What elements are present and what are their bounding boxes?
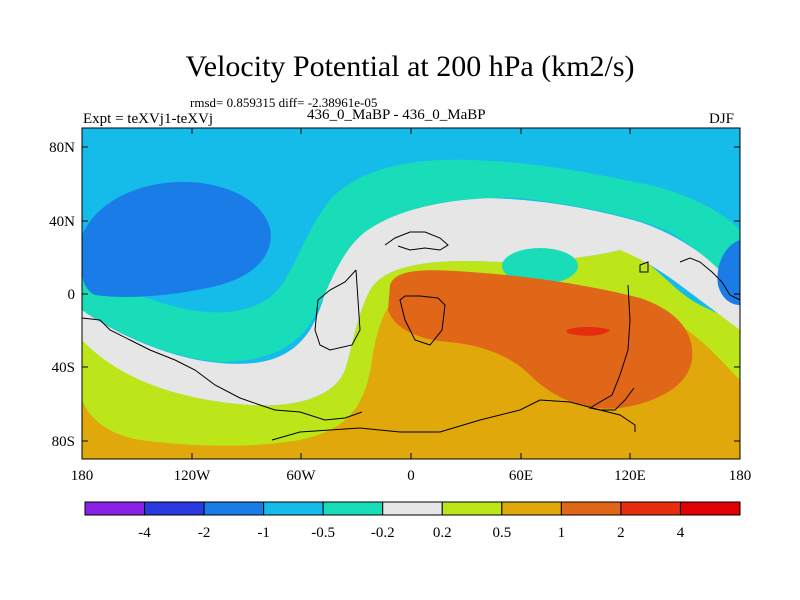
stats-line: rmsd= 0.859315 diff= -2.38961e-05 [190, 95, 378, 110]
lon-ticks [81, 128, 741, 459]
colorbar-swatch [620, 501, 681, 516]
colorbar-label: -1 [257, 525, 270, 541]
colorbar-label: 2 [617, 525, 625, 541]
colorbar-label: -0.5 [311, 525, 335, 541]
lat-label-0: 0 [68, 287, 76, 303]
colorbar-label: -2 [198, 525, 211, 541]
colorbar-swatch [382, 501, 443, 516]
comparison-label: 436_0_MaBP - 436_0_MaBP [307, 107, 486, 123]
contour-fills [82, 128, 740, 459]
fill-level-blue-east-edge [717, 240, 740, 305]
lat-label-40N: 40N [49, 214, 75, 230]
coastline-indonesia [588, 284, 635, 411]
colorbar-label: 4 [677, 525, 685, 541]
colorbar-label: -4 [138, 525, 151, 541]
plot-title: Velocity Potential at 200 hPa (km2/s) [185, 50, 635, 83]
lat-label-80S: 80S [52, 434, 75, 450]
coastline-africa-europe [314, 269, 361, 351]
colorbar-label: 1 [558, 525, 566, 541]
fill-level-white [82, 197, 740, 406]
season-label: DJF [709, 111, 735, 127]
colorbar-swatch [441, 501, 503, 516]
colorbar-swatch [560, 501, 622, 516]
colorbar-swatch [501, 501, 562, 516]
fill-level-red [567, 327, 610, 336]
colorbar-swatch [144, 501, 205, 516]
coastlines [81, 231, 741, 441]
coastline-southern-africa [399, 295, 446, 346]
coastline-east-asia [679, 257, 741, 301]
fill-level-blue-north-pacific [82, 181, 271, 297]
lon-label-120E: 120E [614, 468, 646, 484]
coastline-south-america [81, 317, 363, 421]
colorbar-label: 0.5 [492, 525, 511, 541]
colorbar-swatch [203, 501, 265, 516]
colorbar-swatch [263, 501, 324, 516]
coastline-antarctica [271, 399, 636, 441]
fill-level-orange [388, 270, 693, 409]
fill-level-teal-oval [502, 248, 578, 284]
lat-labels: 80N 40N 0 40S 80S [49, 140, 75, 450]
coastline-mediterranean [384, 231, 449, 251]
lon-label-120W: 120W [174, 468, 212, 484]
lon-label-60E: 60E [509, 468, 533, 484]
lat-ticks [82, 146, 740, 442]
lat-label-40S: 40S [52, 360, 75, 376]
coastline-australia [639, 261, 649, 273]
lon-label-180-east: 180 [729, 468, 752, 484]
colorbar-swatch [84, 501, 146, 516]
lon-labels: 180 120W 60W 0 60E 120E 180 [71, 468, 752, 484]
lat-label-80N: 80N [49, 140, 75, 156]
colorbar-swatch [322, 501, 384, 516]
colorbar-label: 0.2 [433, 525, 452, 541]
lon-label-180-west: 180 [71, 468, 94, 484]
fill-level-yellow-green-south [82, 250, 740, 446]
colorbar-swatch [679, 501, 741, 516]
experiment-label: Expt = teXVj1-teXVj [83, 111, 214, 127]
colorbar: -4 -2 -1 -0.5 -0.2 0.2 0.5 1 2 4 [84, 501, 741, 541]
lon-label-60W: 60W [286, 468, 316, 484]
colorbar-label: -0.2 [371, 525, 395, 541]
lon-label-0: 0 [407, 468, 415, 484]
fill-level-teal [82, 159, 740, 362]
